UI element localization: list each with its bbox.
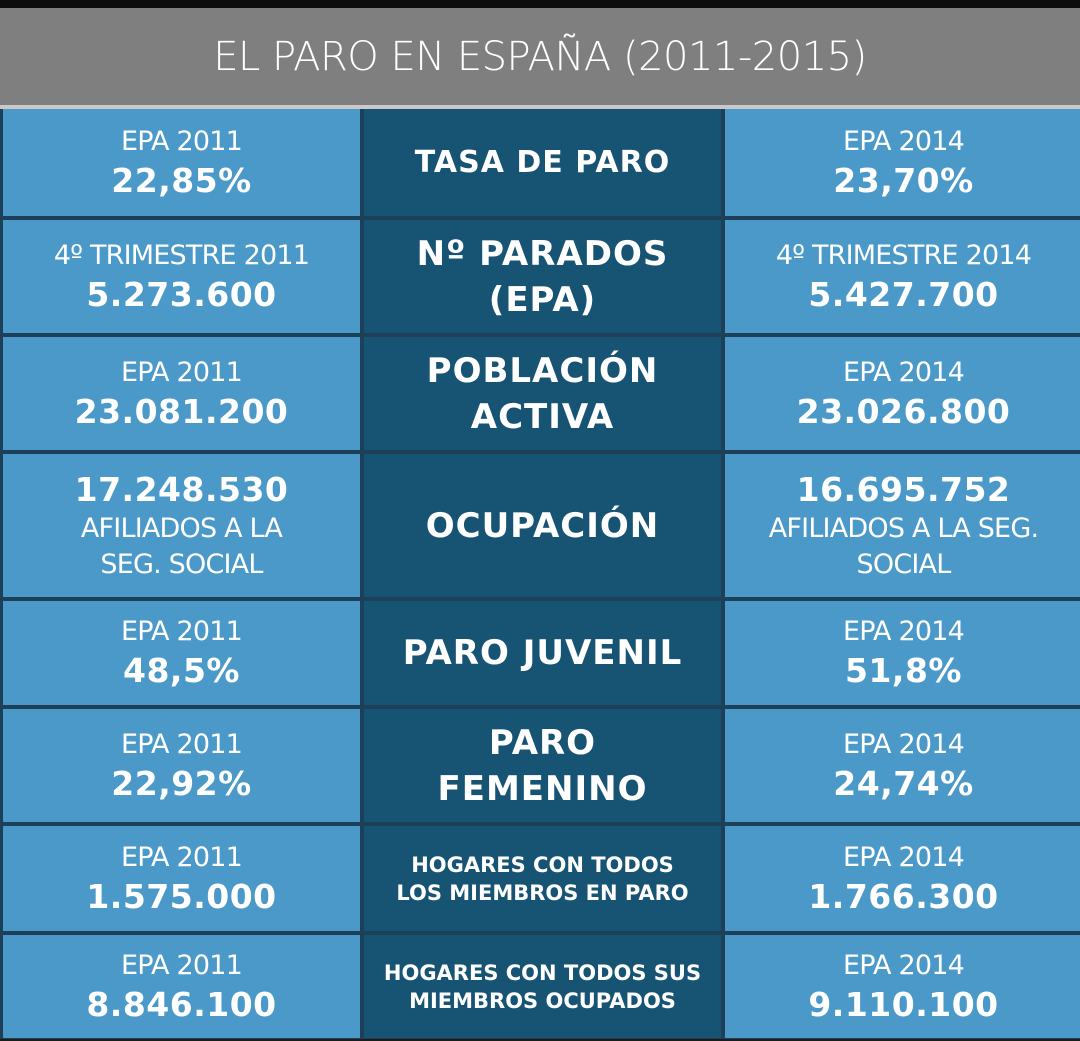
indicator-tasa-paro: TASA DE PARO <box>364 109 721 216</box>
cell-2014-tasa-paro: EPA 2014 23,70% <box>725 109 1080 216</box>
indicator-label: MIEMBROS OCUPADOS <box>409 988 676 1013</box>
indicator-poblacion-activa: POBLACIÓN ACTIVA <box>364 337 721 450</box>
cell-label: EPA 2014 <box>843 841 965 873</box>
cell-label: 4º TRIMESTRE 2014 <box>775 239 1032 271</box>
indicator-hogares-paro: HOGARES CON TODOS LOS MIEMBROS EN PARO <box>364 826 721 931</box>
indicator-paro-juvenil: PARO JUVENIL <box>364 601 721 705</box>
indicator-parados: Nº PARADOS (EPA) <box>364 220 721 333</box>
title-bar: EL PARO EN ESPAÑA (2011-2015) <box>0 8 1080 105</box>
title-divider <box>0 105 1080 109</box>
indicator-label: OCUPACIÓN <box>425 505 660 546</box>
cell-2014-hogares-ocupados: EPA 2014 9.110.100 <box>725 935 1080 1038</box>
cell-label: EPA 2011 <box>121 616 243 647</box>
cell-label: EPA 2011 <box>121 728 243 760</box>
cell-label: EPA 2014 <box>843 356 965 388</box>
cell-2014-poblacion-activa: EPA 2014 23.026.800 <box>725 337 1080 450</box>
indicator-hogares-ocupados: HOGARES CON TODOS SUS MIEMBROS OCUPADOS <box>364 935 721 1038</box>
cell-label: EPA 2011 <box>121 356 243 388</box>
indicator-paro-femenino: PARO FEMENINO <box>364 709 721 822</box>
indicator-label: HOGARES CON TODOS <box>411 852 674 877</box>
top-edge <box>0 0 1080 8</box>
cell-label: EPA 2011 <box>121 125 243 157</box>
cell-value: 5.427.700 <box>808 274 999 314</box>
indicator-ocupacion: OCUPACIÓN <box>364 454 721 597</box>
indicator-label: ACTIVA <box>470 396 615 437</box>
cell-value: 17.248.530 <box>74 469 289 509</box>
cell-label: EPA 2014 <box>843 125 965 157</box>
comparison-table: EPA 2011 22,85% TASA DE PARO EPA 2014 23… <box>0 109 1080 1039</box>
bottom-edge <box>0 1039 1080 1041</box>
cell-value: 1.575.000 <box>86 876 277 916</box>
cell-2014-paro-femenino: EPA 2014 24,74% <box>725 709 1080 822</box>
cell-value: 8.846.100 <box>86 984 277 1024</box>
cell-2014-parados: 4º TRIMESTRE 2014 5.427.700 <box>725 220 1080 333</box>
cell-value: 16.695.752 <box>796 469 1011 509</box>
cell-label: 4º TRIMESTRE 2011 <box>53 239 310 271</box>
cell-2011-ocupacion: 17.248.530 AFILIADOS A LA SEG. SOCIAL <box>3 454 360 597</box>
cell-value: 48,5% <box>123 651 240 690</box>
cell-value: 23,70% <box>833 160 974 200</box>
cell-value: 22,92% <box>111 763 252 803</box>
cell-label: EPA 2014 <box>843 949 965 981</box>
indicator-label: PARO JUVENIL <box>402 633 683 673</box>
cell-label: EPA 2014 <box>843 728 965 760</box>
cell-2011-paro-juvenil: EPA 2011 48,5% <box>3 601 360 705</box>
cell-2011-poblacion-activa: EPA 2011 23.081.200 <box>3 337 360 450</box>
cell-value: 9.110.100 <box>808 984 999 1024</box>
indicator-label: FEMENINO <box>437 768 648 809</box>
cell-description: SOCIAL <box>856 548 952 580</box>
cell-2014-hogares-paro: EPA 2014 1.766.300 <box>725 826 1080 931</box>
cell-value: 1.766.300 <box>808 876 999 916</box>
indicator-label: PARO <box>488 722 597 763</box>
indicator-label: LOS MIEMBROS EN PARO <box>396 880 689 905</box>
cell-2011-hogares-ocupados: EPA 2011 8.846.100 <box>3 935 360 1038</box>
cell-label: EPA 2014 <box>843 616 965 647</box>
cell-description: SEG. SOCIAL <box>100 548 263 580</box>
indicator-label: Nº PARADOS <box>416 233 669 274</box>
indicator-label: (EPA) <box>488 279 597 320</box>
cell-value: 51,8% <box>845 651 962 690</box>
indicator-label: TASA DE PARO <box>414 144 671 180</box>
cell-description: AFILIADOS A LA SEG. <box>768 512 1039 544</box>
indicator-label: HOGARES CON TODOS SUS <box>383 960 702 985</box>
cell-2011-parados: 4º TRIMESTRE 2011 5.273.600 <box>3 220 360 333</box>
cell-value: 24,74% <box>833 763 974 803</box>
page-title: EL PARO EN ESPAÑA (2011-2015) <box>213 33 867 80</box>
cell-value: 5.273.600 <box>86 274 277 314</box>
cell-label: EPA 2011 <box>121 841 243 873</box>
cell-2011-hogares-paro: EPA 2011 1.575.000 <box>3 826 360 931</box>
cell-2011-tasa-paro: EPA 2011 22,85% <box>3 109 360 216</box>
cell-2014-ocupacion: 16.695.752 AFILIADOS A LA SEG. SOCIAL <box>725 454 1080 597</box>
cell-label: EPA 2011 <box>121 949 243 981</box>
indicator-label: POBLACIÓN <box>426 350 659 391</box>
cell-description: AFILIADOS A LA <box>80 512 283 544</box>
cell-value: 23.081.200 <box>74 391 289 431</box>
cell-2014-paro-juvenil: EPA 2014 51,8% <box>725 601 1080 705</box>
cell-value: 22,85% <box>111 160 252 200</box>
cell-value: 23.026.800 <box>796 391 1011 431</box>
cell-2011-paro-femenino: EPA 2011 22,92% <box>3 709 360 822</box>
